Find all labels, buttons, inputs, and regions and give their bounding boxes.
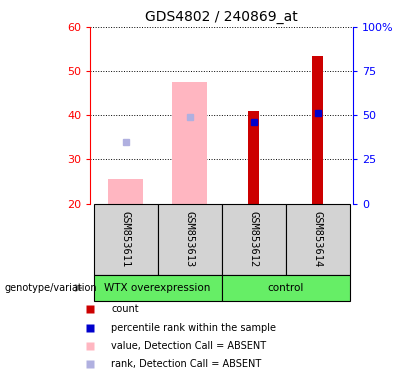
- Bar: [172, 82, 207, 204]
- Title: GDS4802 / 240869_at: GDS4802 / 240869_at: [145, 10, 298, 25]
- Bar: [248, 111, 259, 204]
- Text: control: control: [268, 283, 304, 293]
- Text: percentile rank within the sample: percentile rank within the sample: [111, 323, 276, 333]
- Bar: [312, 56, 323, 204]
- Bar: [222, 275, 349, 301]
- Text: count: count: [111, 304, 139, 314]
- Bar: [108, 179, 143, 204]
- Bar: [222, 204, 286, 275]
- Text: rank, Detection Call = ABSENT: rank, Detection Call = ABSENT: [111, 359, 262, 369]
- Bar: [158, 204, 222, 275]
- Text: GSM853612: GSM853612: [249, 211, 259, 267]
- Bar: [286, 204, 349, 275]
- Bar: [94, 275, 222, 301]
- Text: genotype/variation: genotype/variation: [4, 283, 97, 293]
- Text: GSM853613: GSM853613: [184, 211, 194, 267]
- Text: WTX overexpression: WTX overexpression: [104, 283, 211, 293]
- Text: GSM853614: GSM853614: [312, 211, 323, 267]
- Text: value, Detection Call = ABSENT: value, Detection Call = ABSENT: [111, 341, 266, 351]
- Bar: [94, 204, 158, 275]
- Text: GSM853611: GSM853611: [121, 211, 131, 267]
